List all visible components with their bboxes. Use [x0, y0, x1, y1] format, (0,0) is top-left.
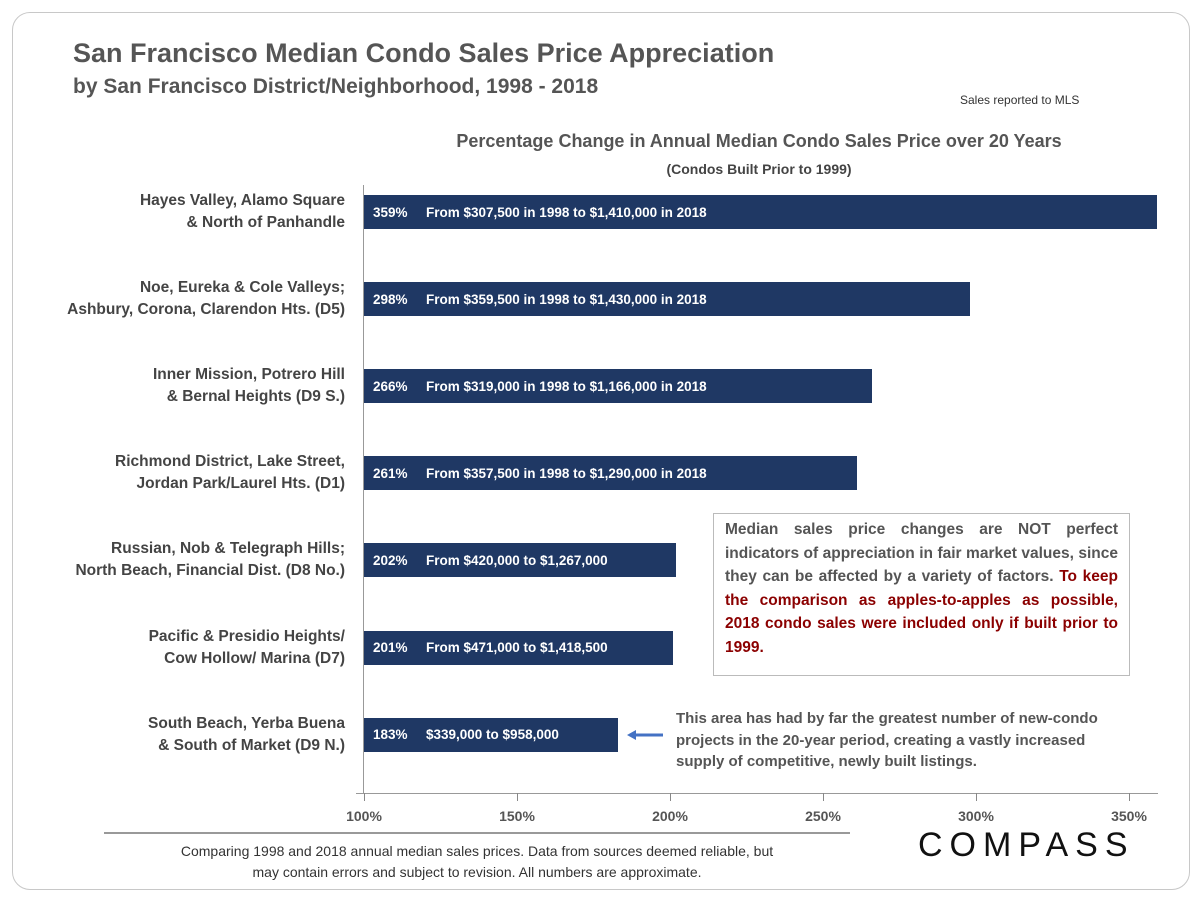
bar: 183% $339,000 to $958,000: [364, 717, 618, 752]
callout-text: This area has had by far the greatest nu…: [676, 710, 1098, 770]
bar: 266% From $319,000 in 1998 to $1,166,000 …: [364, 369, 872, 404]
category-label-line: Noe, Eureka & Cole Valleys;: [139, 279, 345, 297]
x-tick-label: 300%: [958, 808, 994, 824]
x-tick: [364, 793, 365, 801]
bar-value-label: 359%: [373, 204, 408, 220]
bar-price-note: $339,000 to $958,000: [426, 727, 559, 743]
x-axis-line: [356, 793, 1158, 794]
category-label: South Beach, Yerba Buena & South of Marke…: [15, 713, 345, 757]
bar-value-label: 202%: [373, 552, 408, 568]
page-subtitle: by San Francisco District/Neighborhood, …: [73, 75, 599, 98]
bar-price-note: From $359,500 in 1998 to $1,430,000 in 2…: [426, 291, 707, 307]
x-tick: [976, 793, 977, 801]
x-tick-label: 250%: [805, 808, 841, 824]
bar: 359% From $307,500 in 1998 to $1,410,000 …: [364, 195, 1157, 229]
y-axis-line: [363, 185, 364, 793]
disclaimer-highlight: To keep the comparison as apples-to-appl…: [725, 568, 1118, 656]
chart-title: Percentage Change in Annual Median Condo…: [456, 131, 1062, 151]
footer-line-2: may contain errors and subject to revisi…: [252, 864, 702, 880]
category-label-line: Hayes Valley, Alamo Square: [139, 192, 345, 209]
bar-value-label: 201%: [373, 640, 408, 655]
bar-price-note: From $471,000 to $1,418,500: [426, 640, 608, 655]
bar-value-label: 183%: [373, 727, 408, 743]
bar-price-note: From $357,500 in 1998 to $1,290,000 in 2…: [426, 465, 707, 481]
x-tick: [670, 793, 671, 801]
bar-price-note: From $420,000 to $1,267,000: [426, 552, 608, 568]
bar-value-label: 261%: [373, 465, 408, 481]
category-label: Richmond District, Lake Street, Jordan Pa…: [15, 451, 345, 495]
footer-line-1: Comparing 1998 and 2018 annual median sa…: [180, 843, 774, 859]
bar: 202% From $420,000 to $1,267,000: [364, 543, 677, 578]
x-tick: [517, 793, 518, 801]
chart-subtitle: (Condos Built Prior to 1999): [666, 161, 852, 177]
arrow-left-icon: [627, 730, 663, 740]
category-label-line: Ashbury, Corona, Clarendon Hts. (D5): [67, 301, 345, 319]
bar: 298% From $359,500 in 1998 to $1,430,000 …: [364, 282, 970, 317]
category-label: Inner Mission, Potrero Hill & Bernal Heig…: [15, 364, 345, 408]
bar: 261% From $357,500 in 1998 to $1,290,000 …: [364, 456, 857, 491]
category-label-line: South Beach, Yerba Buena: [148, 714, 345, 732]
category-label-line: North Beach, Financial Dist. (D8 No.): [75, 562, 345, 580]
footer-note: Comparing 1998 and 2018 annual median sa…: [104, 841, 850, 883]
bar-price-note: From $319,000 in 1998 to $1,166,000 in 2…: [426, 378, 707, 394]
category-label: Hayes Valley, Alamo Square & North of Pan…: [15, 190, 345, 234]
footer-divider: [104, 832, 850, 834]
compass-logo: COMPASS: [918, 826, 1135, 864]
category-label-line: Richmond District, Lake Street,: [115, 453, 345, 471]
category-label-line: & South of Market (D9 N.): [158, 736, 345, 754]
x-tick-label: 150%: [499, 808, 535, 824]
x-tick-label: 350%: [1111, 808, 1147, 824]
disclaimer-box: Median sales price changes are NOT perfe…: [713, 513, 1130, 676]
category-label: Noe, Eureka & Cole Valleys; Ashbury, Coro…: [15, 277, 345, 321]
bar: 201% From $471,000 to $1,418,500: [364, 630, 674, 665]
category-label-line: Inner Mission, Potrero Hill: [152, 366, 345, 384]
page-title: San Francisco Median Condo Sales Price A…: [73, 38, 775, 68]
bar-value-label: 298%: [373, 291, 408, 307]
bar-price-note: From $307,500 in 1998 to $1,410,000 in 2…: [426, 204, 707, 220]
category-label-line: Russian, Nob & Telegraph Hills;: [111, 540, 345, 558]
x-tick: [1129, 793, 1130, 801]
category-label-line: Pacific & Presidio Heights/: [148, 627, 345, 645]
category-label: Pacific & Presidio Heights/Cow Hollow/ M…: [15, 626, 345, 670]
category-label-line: Cow Hollow/ Marina (D7): [164, 649, 345, 667]
bar-value-label: 266%: [373, 378, 408, 394]
x-tick-label: 200%: [652, 808, 688, 824]
category-label-line: Jordan Park/Laurel Hts. (D1): [136, 475, 345, 493]
disclaimer-text: Median sales price changes are NOT perfe…: [725, 521, 1118, 585]
x-tick-label: 100%: [346, 808, 382, 824]
category-label-line: & Bernal Heights (D9 S.): [166, 388, 345, 406]
category-label: Russian, Nob & Telegraph Hills; North Bea…: [15, 538, 345, 582]
x-tick: [823, 793, 824, 801]
source-note: Sales reported to MLS: [960, 93, 1080, 107]
category-label-line: & North of Panhandle: [186, 214, 345, 231]
card-frame: [12, 12, 1190, 890]
